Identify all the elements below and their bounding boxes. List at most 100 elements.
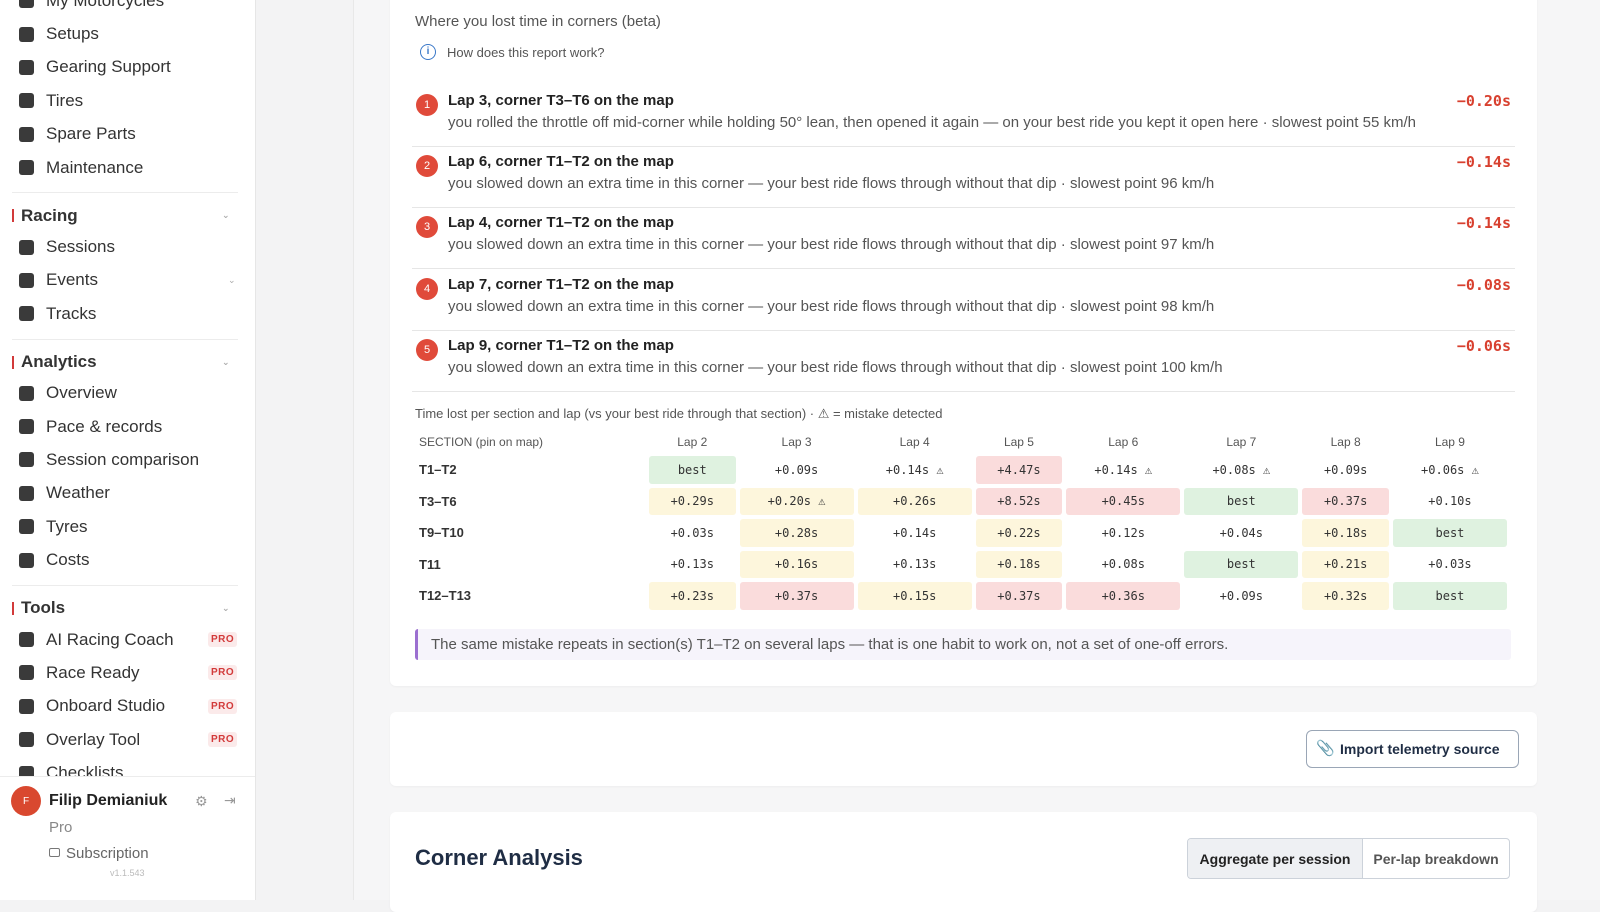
time-cell: +0.37s [975,582,1063,610]
nav-item[interactable]: Spare Parts [0,118,255,151]
time-cell: +0.28s [739,519,854,547]
column-header: Lap 7 [1226,435,1257,449]
nav-group[interactable]: Racing ⌄ [12,192,238,230]
nav-icon [19,552,34,568]
nav-item[interactable]: Overview [0,377,255,410]
rank-badge: 3 [416,216,438,239]
table-row: T9–T10 +0.03s +0.28s +0.14s +0.22s +0.12s +0.0… [417,519,1507,547]
column-header: SECTION (pin on map) [419,435,544,449]
nav-label: Overlay Tool [46,729,141,749]
time-cell: +0.13s [892,557,937,572]
nav-label: Session comparison [46,449,200,469]
settings-icon[interactable]: ⚙ [195,793,208,809]
nav-item[interactable]: Gearing Support [0,51,255,84]
nav-item[interactable]: My Motorcycles [0,0,255,17]
section-name: T3–T6 [419,493,457,509]
column-header: Lap 9 [1434,435,1465,449]
tab[interactable]: Aggregate per session [1188,839,1363,878]
clip-icon: 📎 [1316,740,1335,757]
time-delta: −0.14s [1456,214,1511,233]
help-link[interactable]: How does this report work? [447,45,605,60]
rank-badge: 5 [416,338,438,361]
nav-item[interactable]: Events ⌄ [0,264,255,297]
time-cell: +0.18s [1302,519,1389,547]
tab[interactable]: Per-lap breakdown [1373,850,1499,867]
rank-badge: 2 [416,155,438,178]
time-cell: +0.04s [1219,525,1264,540]
rank-badge: 4 [416,277,438,300]
nav-group[interactable]: Tools ⌄ [12,584,238,623]
nav-label: Tires [46,90,84,110]
nav-label: Weather [46,483,110,503]
card-icon [49,848,60,857]
nav-icon [19,665,34,681]
nav-icon [19,26,34,42]
time-cell: +0.36s [1066,582,1181,610]
report-item[interactable]: 1 Lap 3, corner T3–T6 on the map you rolle… [412,86,1515,147]
report-title: Where you lost time in corners (beta) [415,13,661,30]
time-cell: +0.26s [857,487,972,515]
item-title: Lap 6, corner T1–T2 on the map [448,153,674,171]
nav-item[interactable]: Onboard Studio PRO [0,690,255,723]
table-caption: Time lost per section and lap (vs your b… [415,406,943,421]
nav-icon [19,93,34,109]
nav-item[interactable]: Overlay Tool PRO [0,723,255,756]
time-cell: +0.10s [1428,494,1472,509]
nav-icon [19,419,34,435]
nav-label: Setups [46,24,99,44]
nav-group[interactable]: Analytics ⌄ [12,338,238,377]
import-button[interactable]: Import telemetry source [1306,730,1519,768]
report-item[interactable]: 2 Lap 6, corner T1–T2 on the map you slowe… [412,147,1515,209]
subscription-link[interactable]: Subscription [66,845,149,862]
user-name: Filip Demianiuk [49,792,168,809]
report-item[interactable]: 3 Lap 4, corner T1–T2 on the map you slowe… [412,208,1515,270]
nav-item[interactable]: Tyres [0,510,255,543]
nav-item[interactable]: Session comparison [0,443,255,476]
chevron: ⌄ [228,274,236,285]
nav-label: Tracks [46,303,97,323]
nav-item[interactable]: Sessions [0,230,255,263]
time-cell: +0.03s [670,525,714,540]
nav-item[interactable]: Pace & records [0,410,255,443]
nav-item[interactable]: Maintenance [0,151,255,184]
time-cell: +0.08s [1101,557,1145,572]
nav-label: AI Racing Coach [46,629,174,649]
time-cell: +0.14s ⚠ [885,462,944,477]
nav-item[interactable]: Tracks [0,297,255,330]
time-cell: +8.52s [975,487,1063,515]
nav-label: Race Ready [46,662,140,682]
report-item[interactable]: 4 Lap 7, corner T1–T2 on the map you slowe… [412,270,1515,331]
nav-item[interactable]: Race Ready PRO [0,656,255,689]
nav-label: Costs [46,550,90,570]
time-cell: +0.12s [1101,525,1145,540]
habit-note: The same mistake repeats in section(s) T… [415,629,1511,660]
logout-icon[interactable]: ⇥ [224,792,236,808]
nav-item[interactable]: Weather [0,477,255,510]
section-name: T9–T10 [419,525,464,541]
table-row: T1–T2 best +0.09s +0.14s ⚠ +4.47s +0.14s ⚠ +0.… [417,456,1507,484]
time-cell: +0.09s [1323,462,1368,477]
time-cell: +0.14s ⚠ [1094,462,1153,477]
time-cell: best [1184,487,1299,515]
item-title: Lap 7, corner T1–T2 on the map [448,275,674,293]
nav-item[interactable]: Tires [0,84,255,117]
column-header: Lap 5 [1003,435,1034,449]
nav-item[interactable]: Setups [0,17,255,50]
time-cell: +0.32s [1302,582,1389,610]
nav-icon [19,126,34,142]
nav-item[interactable]: Costs [0,543,255,576]
time-cell: +0.08s ⚠ [1212,462,1271,477]
section-name: T1–T2 [419,462,457,478]
report-item[interactable]: 5 Lap 9, corner T1–T2 on the map you slowe… [412,331,1515,392]
time-cell: +0.15s [857,582,972,610]
nav-item[interactable]: AI Racing Coach PRO [0,623,255,656]
item-detail: you rolled the throttle off mid-corner w… [448,114,1416,131]
time-delta: −0.20s [1456,92,1511,110]
time-delta: −0.14s [1456,153,1511,172]
nav-label: Spare Parts [46,124,136,144]
sidebar: My Motorcycles Setups Gearing Support Tires… [0,0,256,900]
rank-badge: 1 [416,94,438,116]
time-cell: +0.09s [774,462,819,477]
column-header: Lap 8 [1330,435,1361,449]
